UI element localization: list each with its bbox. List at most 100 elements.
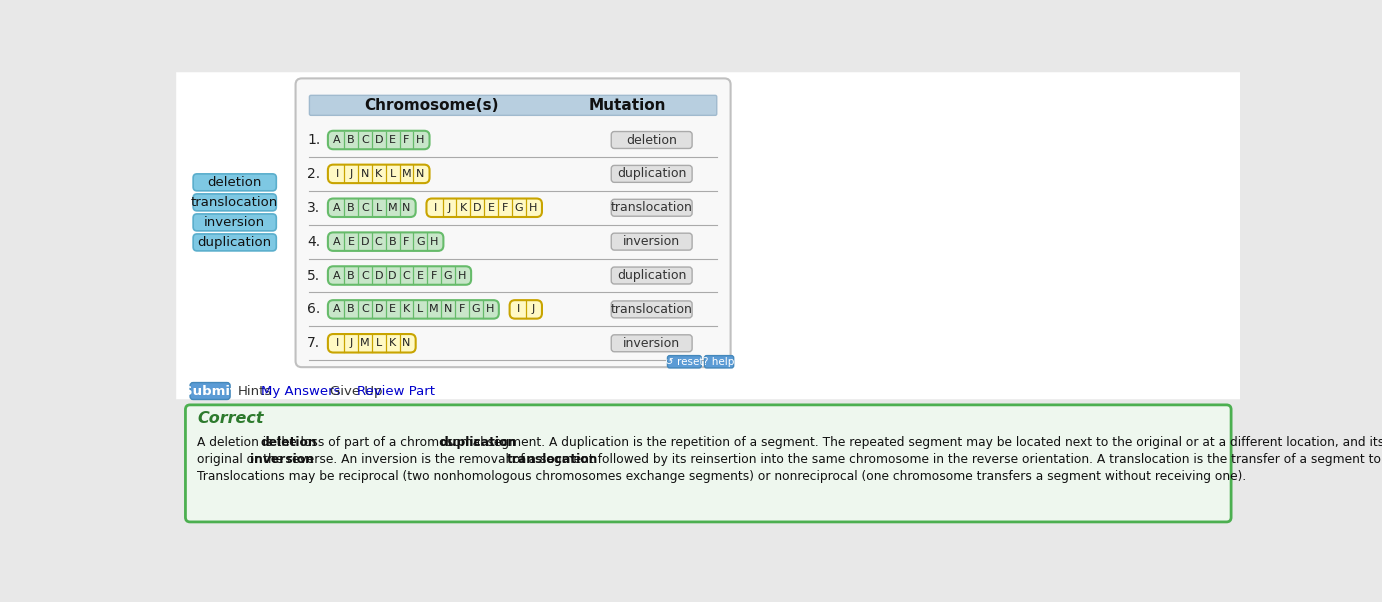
Text: F: F: [404, 135, 409, 145]
Text: deletion: deletion: [626, 134, 677, 146]
Text: C: C: [361, 305, 369, 314]
Text: B: B: [388, 237, 397, 247]
Text: Review Part: Review Part: [357, 385, 435, 397]
Text: G: G: [514, 203, 524, 213]
Text: E: E: [347, 237, 355, 247]
Text: A: A: [333, 203, 341, 213]
Text: Translocations may be reciprocal (two nonhomologous chromosomes exchange segment: Translocations may be reciprocal (two no…: [198, 470, 1247, 483]
FancyBboxPatch shape: [705, 356, 734, 368]
FancyBboxPatch shape: [611, 131, 692, 149]
Text: M: M: [430, 305, 439, 314]
FancyBboxPatch shape: [668, 356, 701, 368]
Text: N: N: [444, 305, 452, 314]
Text: E: E: [390, 305, 397, 314]
Text: ↺ reset: ↺ reset: [665, 357, 703, 367]
Text: H: H: [416, 135, 424, 145]
Text: E: E: [417, 270, 424, 281]
Text: Hints: Hints: [238, 385, 272, 397]
FancyBboxPatch shape: [328, 232, 444, 251]
Text: duplication: duplication: [439, 436, 517, 448]
Text: K: K: [402, 305, 410, 314]
Text: A: A: [333, 237, 341, 247]
Text: A deletion is the loss of part of a chromosomal segment. A duplication is the re: A deletion is the loss of part of a chro…: [198, 436, 1382, 448]
Text: B: B: [347, 270, 355, 281]
Text: M: M: [402, 169, 412, 179]
Text: J: J: [448, 203, 451, 213]
Text: C: C: [361, 270, 369, 281]
Text: 7.: 7.: [307, 337, 321, 350]
Text: L: L: [390, 169, 395, 179]
Text: F: F: [459, 305, 466, 314]
Text: D: D: [388, 270, 397, 281]
FancyBboxPatch shape: [611, 335, 692, 352]
FancyBboxPatch shape: [193, 234, 276, 251]
Text: D: D: [361, 237, 369, 247]
Text: M: M: [361, 338, 369, 349]
FancyBboxPatch shape: [177, 400, 1241, 536]
Text: Mutation: Mutation: [589, 98, 666, 113]
Text: G: G: [471, 305, 480, 314]
Text: duplication: duplication: [198, 236, 272, 249]
Text: I: I: [434, 203, 437, 213]
Text: translocation: translocation: [611, 303, 692, 316]
Text: G: G: [416, 237, 424, 247]
Text: inversion: inversion: [623, 235, 680, 248]
Text: 3.: 3.: [307, 200, 321, 215]
FancyBboxPatch shape: [193, 174, 276, 191]
FancyBboxPatch shape: [611, 199, 692, 216]
Text: D: D: [375, 270, 383, 281]
Text: duplication: duplication: [616, 269, 687, 282]
Text: C: C: [375, 237, 383, 247]
FancyBboxPatch shape: [328, 334, 416, 353]
Text: H: H: [528, 203, 536, 213]
Text: translocation: translocation: [191, 196, 278, 209]
Text: duplication: duplication: [616, 167, 687, 181]
FancyBboxPatch shape: [193, 194, 276, 211]
Text: H: H: [485, 305, 493, 314]
Text: 2.: 2.: [307, 167, 321, 181]
Text: F: F: [502, 203, 509, 213]
FancyBboxPatch shape: [328, 164, 430, 183]
Text: 4.: 4.: [307, 235, 321, 249]
Text: B: B: [347, 203, 355, 213]
FancyBboxPatch shape: [328, 131, 430, 149]
Text: inversion: inversion: [623, 337, 680, 350]
Text: translocation: translocation: [611, 201, 692, 214]
Text: G: G: [444, 270, 452, 281]
Text: deletion: deletion: [207, 176, 263, 189]
Text: translocation: translocation: [507, 453, 598, 465]
Text: N: N: [361, 169, 369, 179]
Text: N: N: [402, 338, 410, 349]
FancyBboxPatch shape: [193, 214, 276, 231]
Text: F: F: [431, 270, 437, 281]
Text: 1.: 1.: [307, 133, 321, 147]
Text: I: I: [336, 169, 339, 179]
Text: A: A: [333, 305, 341, 314]
Text: B: B: [347, 305, 355, 314]
Text: A: A: [333, 270, 341, 281]
Text: H: H: [430, 237, 438, 247]
FancyBboxPatch shape: [191, 382, 231, 400]
FancyBboxPatch shape: [611, 267, 692, 284]
FancyBboxPatch shape: [611, 166, 692, 182]
Text: ? help: ? help: [703, 357, 735, 367]
Text: H: H: [457, 270, 466, 281]
Text: J: J: [350, 169, 352, 179]
FancyBboxPatch shape: [177, 72, 1241, 400]
Text: E: E: [390, 135, 397, 145]
Text: D: D: [375, 305, 383, 314]
FancyBboxPatch shape: [328, 266, 471, 285]
Text: N: N: [416, 169, 424, 179]
Text: B: B: [347, 135, 355, 145]
FancyBboxPatch shape: [328, 300, 499, 318]
Text: A: A: [333, 135, 341, 145]
Text: C: C: [361, 135, 369, 145]
Text: F: F: [404, 237, 409, 247]
FancyBboxPatch shape: [296, 78, 731, 367]
Text: D: D: [473, 203, 481, 213]
Text: I: I: [336, 338, 339, 349]
Text: Submit: Submit: [184, 385, 236, 397]
Text: M: M: [388, 203, 398, 213]
Text: J: J: [531, 305, 535, 314]
Text: 6.: 6.: [307, 302, 321, 317]
